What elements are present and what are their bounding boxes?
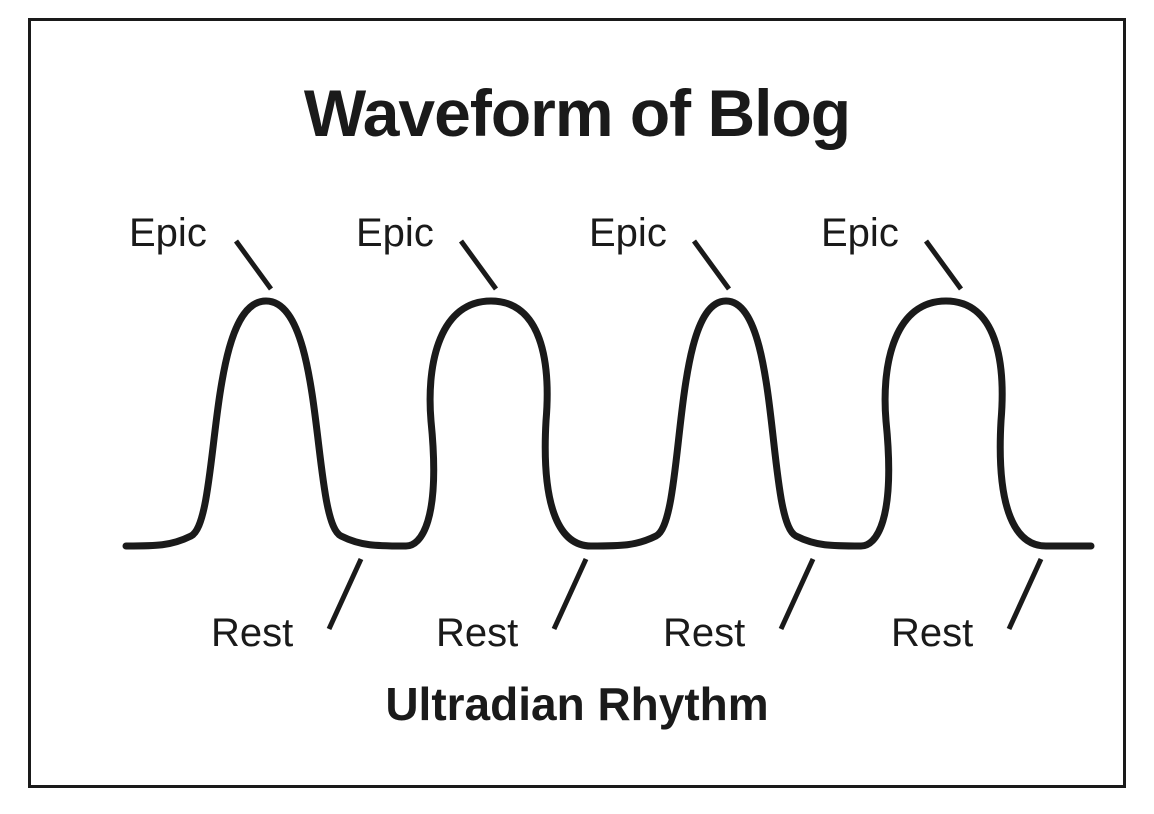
trough-label: Rest <box>211 611 293 656</box>
diagram-frame: Waveform of Blog Epic Epic Epic Epic Res… <box>28 18 1126 788</box>
waveform-svg <box>31 21 1129 791</box>
peak-tick <box>236 241 271 289</box>
trough-label: Rest <box>891 611 973 656</box>
peak-label: Epic <box>356 211 434 256</box>
trough-label: Rest <box>663 611 745 656</box>
peak-tick <box>926 241 961 289</box>
peak-label: Epic <box>129 211 207 256</box>
peak-label: Epic <box>821 211 899 256</box>
waveform-path <box>126 301 1091 546</box>
peak-tick <box>694 241 729 289</box>
trough-tick <box>781 559 813 629</box>
peak-tick <box>461 241 496 289</box>
trough-tick <box>329 559 361 629</box>
peak-label: Epic <box>589 211 667 256</box>
diagram-subtitle: Ultradian Rhythm <box>31 677 1123 731</box>
trough-label: Rest <box>436 611 518 656</box>
trough-tick <box>554 559 586 629</box>
trough-tick <box>1009 559 1041 629</box>
